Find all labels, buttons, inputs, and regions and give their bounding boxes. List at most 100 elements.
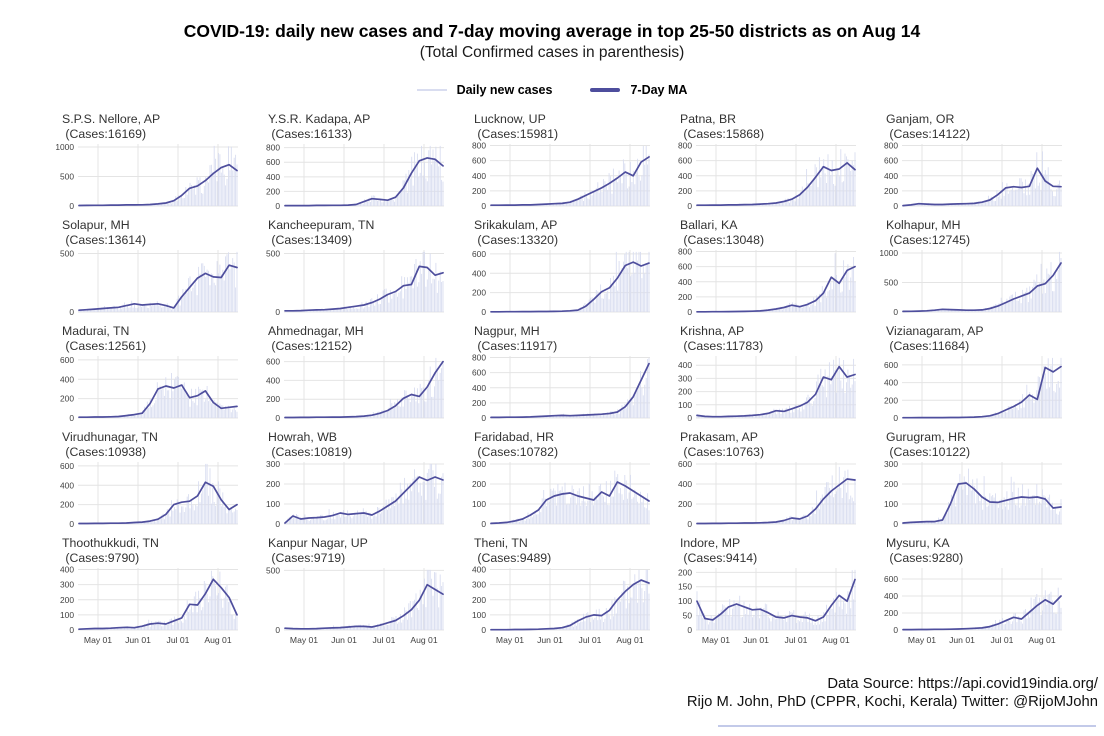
x-tick-label: Aug 01 [204,635,231,645]
footer-underline [718,725,1096,727]
daily-cases-bars [696,253,856,312]
y-tick-label: 400 [60,374,74,384]
daily-cases-bars [284,251,444,312]
y-tick-label: 400 [884,591,898,601]
y-tick-label: 400 [60,480,74,490]
district-panel: S.P.S. Nellore, AP (Cases:16169) 0 500 1000 [44,112,250,211]
district-panel: Nagpur, MH (Cases:11917) 0 200 400 600 800 [456,324,662,423]
chart: 0 200 400 600 [884,356,1062,423]
district-name: Nagpur, MH [474,324,540,338]
ma-line [902,167,1062,207]
y-tick-label: 400 [472,268,486,278]
district-name: Kanpur Nagar, UP [268,536,368,550]
y-tick-label: 200 [60,595,74,605]
y-tick-label: 200 [678,292,692,302]
chart: 0 200 400 600 800 [472,141,650,211]
cases-label: (Cases:12152) [268,338,353,353]
legend-daily-label: Daily new cases [456,83,553,97]
ma-line [284,476,444,524]
y-tick-label: 600 [678,262,692,272]
x-tick-label: Aug 01 [822,635,849,645]
x-tick-label: May 01 [84,635,112,645]
chart: 0 200 400 600 [678,459,856,529]
y-tick-label: 0 [687,307,692,317]
ma-line-swatch-icon [590,88,621,92]
legend-ma-label: 7-Day MA [630,83,688,97]
y-tick-label: 0 [69,201,74,211]
cases-label: (Cases:9790) [62,550,140,565]
cases-label: (Cases:14122) [886,126,971,141]
district-name: Theni, TN [474,536,528,550]
ma-line [902,482,1062,524]
panel-title: Kancheepuram, TN (Cases:13409) [268,218,456,247]
y-tick-label: 0 [893,307,898,317]
daily-cases-bars [284,463,444,524]
daily-cases-bars [490,470,650,524]
panel-title: S.P.S. Nellore, AP (Cases:16169) [62,112,250,141]
chart: 0 100 200 300 [472,459,650,529]
ma-line [78,384,238,419]
cases-label: (Cases:15868) [680,126,765,141]
panel-title: Krishna, AP (Cases:11783) [680,324,868,353]
y-tick-label: 0 [481,413,486,423]
panel-title: Lucknow, UP (Cases:15981) [474,112,662,141]
y-tick-label: 400 [678,360,692,370]
panel-title: Gurugram, HR (Cases:10122) [886,430,1074,459]
chart: 0 200 400 600 [60,461,238,529]
y-tick-label: 0 [481,519,486,529]
y-tick-label: 200 [884,479,898,489]
district-panel: Krishna, AP (Cases:11783) 0 100 200 300 400 [662,324,868,423]
y-tick-label: 0 [275,625,280,635]
ma-line [490,261,650,313]
y-tick-label: 200 [678,387,692,397]
cases-label: (Cases:13409) [268,232,353,247]
chart: 0 500 1000 [879,248,1062,317]
y-tick-label: 400 [472,383,486,393]
panel-title: Kanpur Nagar, UP (Cases:9719) [268,536,456,565]
y-tick-label: 600 [472,368,486,378]
district-name: Srikakulam, AP [474,218,558,232]
cases-label: (Cases:11917) [474,338,558,353]
x-tick-label: Jun 01 [537,635,563,645]
y-tick-label: 0 [687,201,692,211]
y-tick-label: 100 [266,499,280,509]
daily-cases-bars [696,466,856,524]
district-name: Indore, MP [680,536,741,550]
y-tick-label: 0 [481,307,486,317]
y-tick-label: 300 [678,373,692,383]
cases-label: (Cases:10763) [680,444,765,459]
y-tick-label: 0 [275,201,280,211]
daily-cases-bars [78,251,238,312]
ma-line [490,579,650,631]
district-name: Virudhunagar, TN [62,430,158,444]
ma-line [902,365,1062,419]
legend: Daily new cases 7-Day MA [0,83,1104,97]
y-tick-label: 200 [472,595,486,605]
ma-line [490,362,650,419]
footer: Data Source: https://api.covid19india.or… [687,676,1098,712]
district-panel: Howrah, WB (Cases:10819) 0 100 200 300 [250,430,456,529]
panel-title: Faridabad, HR (Cases:10782) [474,430,662,459]
x-tick-label: Jun 01 [949,635,975,645]
ma-line [284,360,444,419]
y-tick-label: 150 [678,582,692,592]
district-name: Mysuru, KA [886,536,950,550]
district-panel: Ganjam, OR (Cases:14122) 0 200 400 600 800 [868,112,1074,211]
y-tick-label: 400 [60,565,74,575]
y-tick-label: 600 [678,459,692,469]
y-tick-label: 600 [60,355,74,365]
district-name: Prakasam, AP [680,430,758,444]
x-tick-label: May 01 [496,635,524,645]
y-tick-label: 400 [266,375,280,385]
cases-label: (Cases:10782) [474,444,559,459]
daily-cases-bars [284,357,444,418]
panel-title: Y.S.R. Kadapa, AP (Cases:16133) [268,112,456,141]
district-panel: Madurai, TN (Cases:12561) 0 200 400 600 [44,324,250,423]
y-tick-label: 200 [678,499,692,509]
ma-line [78,481,238,525]
chart: 0 200 400 600 [266,356,444,423]
cases-label: (Cases:9489) [474,550,552,565]
y-tick-label: 600 [60,461,74,471]
y-tick-label: 600 [266,157,280,167]
district-panel: Faridabad, HR (Cases:10782) 0 100 200 300 [456,430,662,529]
